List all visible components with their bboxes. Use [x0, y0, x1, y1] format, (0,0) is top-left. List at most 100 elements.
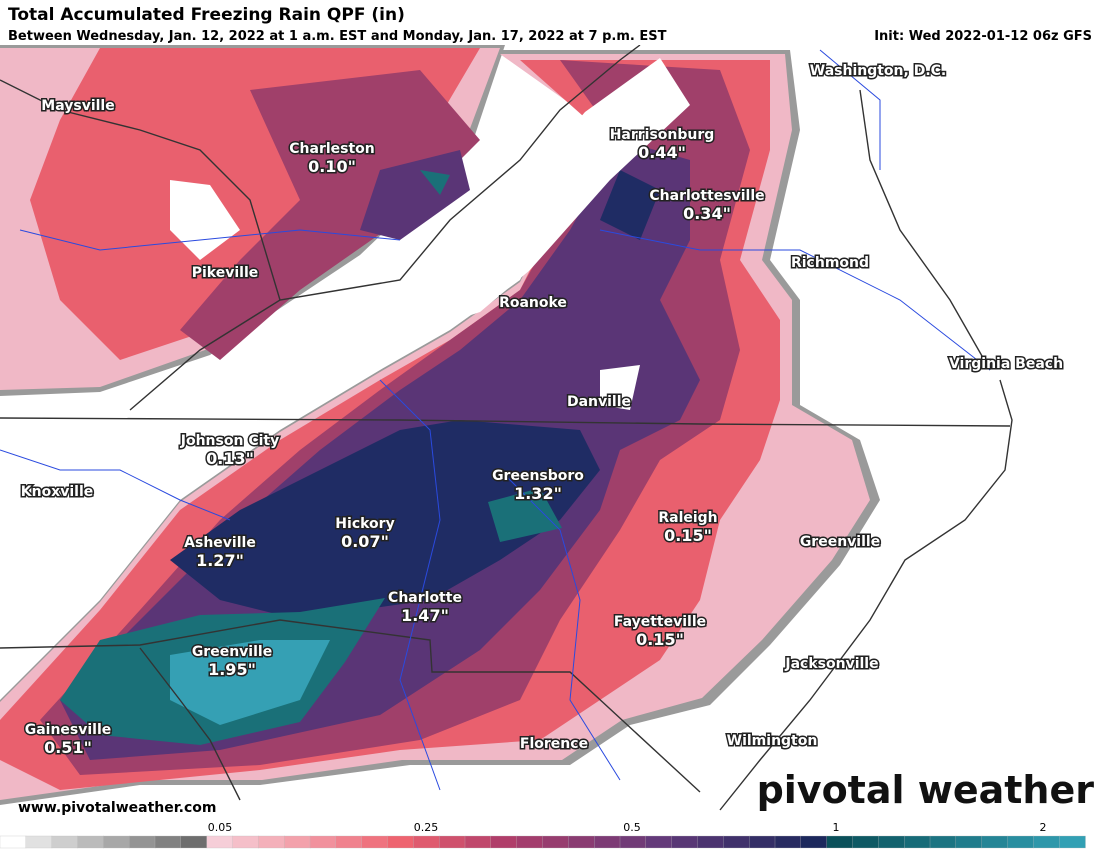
brand-logo: pivotal weather: [757, 768, 1095, 812]
city-value: 0.51": [44, 738, 92, 757]
city-name: Johnson City: [180, 433, 279, 449]
city-name: Harrisonburg: [610, 127, 715, 143]
city-name: Jacksonville: [784, 656, 878, 672]
city-name: Knoxville: [21, 484, 93, 500]
colorbar-swatch: [154, 835, 182, 849]
colorbar-swatch: [490, 835, 518, 849]
city-value: 1.27": [196, 551, 244, 570]
nc-va-border: [0, 417, 1011, 427]
city-name: Florence: [520, 736, 588, 752]
colorbar-tick-label: 2: [1040, 821, 1047, 834]
city-name: Greenville: [192, 644, 272, 660]
ga-sc-border: [139, 647, 241, 801]
city-value: 0.13": [206, 449, 254, 468]
colorbar-swatch: [77, 835, 104, 849]
colorbar-swatch: [542, 835, 569, 849]
colorbar-swatch: [955, 835, 983, 849]
river: [599, 229, 991, 371]
colorbar-swatch: [1007, 835, 1034, 849]
river: [379, 379, 441, 791]
colorbar-swatch: [826, 835, 854, 849]
header-band: [0, 0, 1100, 45]
colorbar-swatch: [697, 835, 724, 849]
colorbar-tick-label: 0.05: [208, 821, 233, 834]
city-name: Asheville: [184, 535, 256, 551]
colorbar-swatch: [413, 835, 440, 849]
colorbar-swatch: [439, 835, 466, 849]
init-time: Init: Wed 2022-01-12 06z GFS: [874, 29, 1092, 44]
river: [0, 449, 231, 521]
colorbar-tick-label: 0.5: [623, 821, 641, 834]
river: [19, 229, 401, 251]
colorbar-swatch: [1033, 835, 1060, 849]
rivers: [0, 49, 991, 791]
colorbar-swatch: [774, 835, 802, 849]
colorbar-swatch: [284, 835, 311, 849]
city-value: 0.15": [664, 526, 712, 545]
colorbar-swatch: [206, 835, 234, 849]
colorbar-swatch: [232, 835, 259, 849]
city-value: 1.47": [401, 606, 449, 625]
city-name: Pikeville: [192, 265, 259, 281]
bay: [859, 89, 991, 371]
colorbar-swatch: [1059, 835, 1086, 849]
colorbar-swatch: [129, 835, 156, 849]
city-name: Roanoke: [499, 295, 567, 311]
colorbar-swatch: [981, 835, 1009, 849]
city-name: Maysville: [41, 98, 114, 114]
borders: [0, 44, 1013, 811]
colorbar-swatch: [929, 835, 957, 849]
city-value: 0.34": [683, 204, 731, 223]
title: Total Accumulated Freezing Rain QPF (in): [8, 5, 405, 25]
gap: [170, 58, 690, 410]
colorbar-swatch: [0, 835, 27, 849]
colorbar-swatch: [852, 835, 879, 849]
precip-field: [0, 45, 880, 805]
colorbar-swatch: [387, 835, 414, 849]
teal-area: [60, 170, 562, 745]
light-teal-area: [170, 640, 330, 725]
colorbar-swatch: [51, 835, 79, 849]
city-value: 0.44": [638, 143, 686, 162]
city-value: 1.32": [514, 484, 562, 503]
city-name: Wilmington: [727, 733, 818, 749]
colorbar-swatch: [800, 835, 828, 849]
colorbar-ticks: 0.05 0.25 0.5 1 2: [208, 821, 1047, 834]
colorbar-swatch: [671, 835, 699, 849]
colorbar-swatch: [645, 835, 673, 849]
colorbar-tick-label: 0.25: [414, 821, 439, 834]
city-name: Greenville: [800, 534, 880, 550]
city-name: Gainesville: [25, 722, 112, 738]
colorbar-swatch: [904, 835, 931, 849]
city-name: Richmond: [791, 255, 869, 271]
colorbar: [0, 835, 1086, 849]
colorbar-swatch: [749, 835, 776, 849]
river: [819, 49, 881, 170]
city-name: Hickory: [335, 516, 394, 532]
city-name: Greensboro: [492, 468, 584, 484]
subtitle: Between Wednesday, Jan. 12, 2022 at 1 a.…: [8, 29, 667, 44]
colorbar-swatch: [619, 835, 647, 849]
wv-va-border: [129, 44, 641, 411]
colorbar-swatch: [258, 835, 285, 849]
ky-border: [0, 79, 281, 301]
colorbar-swatch: [309, 835, 337, 849]
colorbar-swatch: [361, 835, 389, 849]
city-name: Danville: [567, 394, 631, 410]
city-name: Charlottesville: [649, 188, 764, 204]
url: www.pivotalweather.com: [18, 800, 217, 816]
colorbar-swatch: [103, 835, 130, 849]
colorbar-swatch: [594, 835, 621, 849]
river: [499, 469, 621, 781]
city-name: Raleigh: [658, 510, 717, 526]
colorbar-swatch: [723, 835, 750, 849]
city-value: 1.95": [208, 660, 256, 679]
city-name: Fayetteville: [614, 614, 706, 630]
colorbar-swatch: [464, 835, 492, 849]
city-name: Washington, D.C.: [810, 63, 946, 79]
city-name: Virginia Beach: [949, 356, 1063, 372]
colorbar-swatch: [25, 835, 53, 849]
